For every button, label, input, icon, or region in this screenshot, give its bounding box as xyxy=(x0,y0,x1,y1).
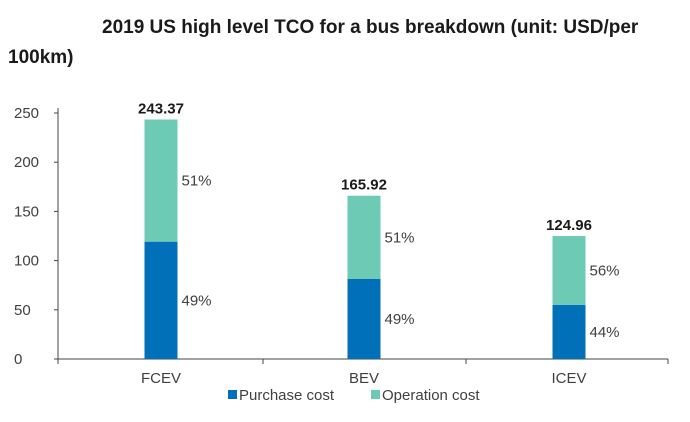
legend-label: Operation cost xyxy=(382,387,480,404)
y-tick-label: 50 xyxy=(14,302,31,319)
y-tick-label: 100 xyxy=(14,253,39,270)
bar-operation-cost xyxy=(347,195,381,280)
percent-label: 51% xyxy=(182,173,212,190)
percent-label: 49% xyxy=(385,311,415,328)
y-tick-label: 200 xyxy=(14,154,39,171)
bar-operation-cost xyxy=(552,236,586,305)
chart-title-continued: 100km) xyxy=(8,47,74,68)
percent-label: 56% xyxy=(590,262,620,279)
total-label: 243.37 xyxy=(138,101,184,118)
bar-purchase-cost xyxy=(347,279,381,359)
legend-swatch xyxy=(371,390,380,399)
total-label: 124.96 xyxy=(546,217,592,234)
legend-swatch xyxy=(228,390,237,399)
bar-operation-cost xyxy=(144,119,178,242)
y-tick-label: 150 xyxy=(14,203,39,220)
chart-title: 2019 US high level TCO for a bus breakdo… xyxy=(102,17,639,38)
percent-label: 51% xyxy=(385,229,415,246)
percent-label: 44% xyxy=(590,324,620,341)
legend-label: Purchase cost xyxy=(239,387,335,404)
bar-purchase-cost xyxy=(144,241,178,359)
total-label: 165.92 xyxy=(341,177,387,194)
category-label: ICEV xyxy=(551,370,586,387)
percent-label: 49% xyxy=(182,292,212,309)
category-label: FCEV xyxy=(141,370,181,387)
bar-purchase-cost xyxy=(552,304,586,359)
category-label: BEV xyxy=(349,370,379,387)
y-tick-label: 0 xyxy=(14,351,22,368)
y-tick-label: 250 xyxy=(14,105,39,122)
